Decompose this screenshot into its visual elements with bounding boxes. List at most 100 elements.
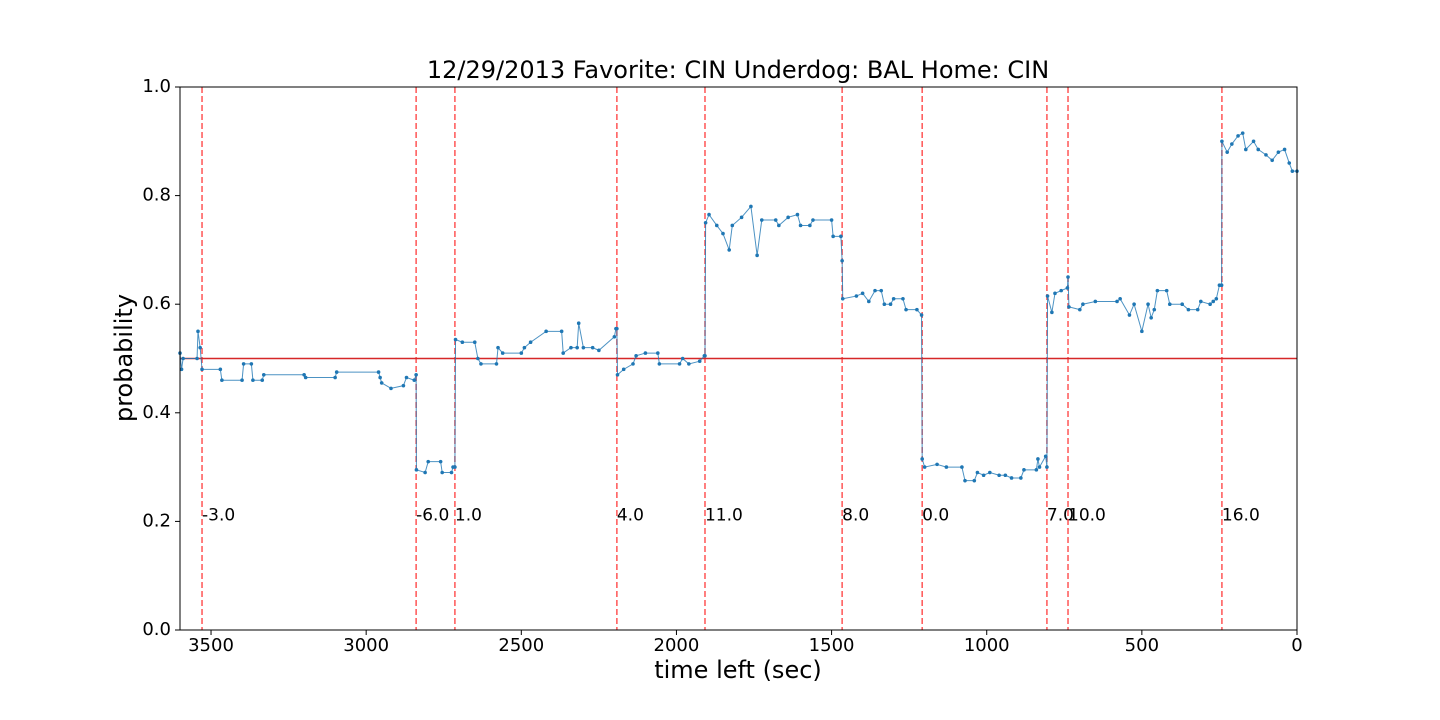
prob-point bbox=[200, 367, 204, 372]
x-tick-label: 2500 bbox=[498, 635, 544, 656]
prob-point bbox=[786, 215, 790, 220]
prob-point bbox=[378, 375, 382, 380]
prob-point bbox=[1003, 473, 1008, 478]
prob-point bbox=[1036, 457, 1040, 461]
prob-point bbox=[1186, 307, 1191, 312]
prob-point bbox=[680, 356, 685, 361]
prob-point bbox=[522, 345, 527, 350]
prob-point bbox=[972, 478, 977, 483]
prob-point bbox=[1276, 150, 1281, 154]
prob-line bbox=[179, 132, 1297, 482]
prob-point bbox=[643, 351, 648, 355]
prob-point bbox=[922, 465, 927, 469]
prob-point bbox=[1287, 161, 1292, 165]
prob-point bbox=[730, 223, 735, 228]
prob-point bbox=[1066, 275, 1070, 279]
prob-point bbox=[829, 218, 834, 222]
prob-point bbox=[1078, 307, 1082, 312]
prob-point bbox=[839, 234, 843, 239]
prob-point bbox=[677, 362, 682, 366]
y-tick-label: 0.4 bbox=[142, 402, 171, 423]
prob-point bbox=[240, 378, 244, 383]
prob-point bbox=[721, 231, 725, 236]
prob-point bbox=[1149, 315, 1153, 320]
prob-point bbox=[426, 459, 431, 464]
prob-point bbox=[220, 378, 224, 383]
prob-point bbox=[1059, 288, 1063, 293]
prob-point bbox=[703, 220, 708, 225]
y-tick-label: 0.6 bbox=[142, 293, 171, 314]
event-label: -6.0 bbox=[416, 505, 449, 525]
prob-point bbox=[453, 337, 458, 342]
prob-point bbox=[1282, 147, 1287, 152]
prob-point bbox=[919, 313, 924, 317]
event-label: 16.0 bbox=[1222, 505, 1260, 525]
prob-point bbox=[759, 218, 764, 222]
prob-point bbox=[581, 345, 586, 350]
prob-point bbox=[749, 204, 753, 209]
prob-point bbox=[888, 302, 893, 307]
event-label: -3.0 bbox=[202, 505, 235, 525]
prob-point bbox=[981, 473, 986, 478]
prob-point bbox=[773, 218, 778, 222]
prob-point bbox=[1244, 147, 1248, 152]
event-label: 10.0 bbox=[1068, 505, 1106, 525]
prob-point bbox=[840, 296, 845, 301]
prob-point bbox=[1240, 131, 1245, 135]
event-label: 8.0 bbox=[842, 505, 869, 525]
prob-point bbox=[1043, 454, 1048, 459]
prob-point bbox=[249, 362, 254, 366]
prob-point bbox=[615, 326, 619, 331]
prob-point bbox=[302, 372, 306, 377]
prob-point bbox=[882, 302, 887, 307]
prob-point bbox=[389, 386, 393, 391]
prob-point bbox=[196, 329, 200, 334]
prob-point bbox=[935, 462, 939, 467]
prob-point bbox=[1152, 307, 1157, 312]
prob-point bbox=[997, 473, 1001, 478]
prob-point bbox=[561, 351, 565, 355]
prob-point bbox=[727, 248, 731, 252]
prob-point bbox=[303, 375, 308, 380]
event-label: 0.0 bbox=[922, 505, 949, 525]
prob-point bbox=[218, 367, 223, 372]
prob-point bbox=[334, 370, 339, 374]
prob-point bbox=[1009, 476, 1014, 480]
prob-point bbox=[241, 362, 246, 366]
prob-point bbox=[500, 351, 505, 355]
event-label: 11.0 bbox=[705, 505, 743, 525]
prob-point bbox=[519, 351, 524, 355]
prob-point bbox=[873, 288, 877, 293]
x-tick-label: 500 bbox=[1125, 635, 1159, 656]
prob-point bbox=[1220, 139, 1224, 144]
prob-point bbox=[494, 362, 499, 366]
prob-point bbox=[181, 356, 185, 361]
y-axis-label: probability bbox=[110, 294, 138, 422]
prob-point bbox=[703, 353, 707, 358]
prob-point bbox=[251, 378, 255, 383]
chart-title: 12/29/2013 Favorite: CIN Underdog: BAL H… bbox=[427, 56, 1049, 84]
prob-point bbox=[590, 345, 595, 350]
prob-point bbox=[414, 372, 418, 377]
prob-point bbox=[915, 307, 919, 312]
prob-point bbox=[891, 296, 896, 301]
prob-point bbox=[854, 294, 859, 298]
prob-point bbox=[1214, 296, 1219, 301]
prob-point bbox=[615, 372, 620, 377]
prob-point bbox=[975, 470, 980, 475]
prob-point bbox=[808, 223, 812, 228]
x-tick-label: 2000 bbox=[654, 635, 700, 656]
prob-point bbox=[559, 329, 564, 334]
prob-point bbox=[376, 370, 381, 374]
prob-point bbox=[1067, 305, 1071, 309]
prob-point bbox=[1211, 299, 1216, 304]
event-label: 1.0 bbox=[455, 505, 482, 525]
prob-point bbox=[1180, 302, 1184, 307]
prob-point bbox=[687, 362, 691, 366]
prob-point bbox=[1034, 468, 1039, 472]
x-tick-label: 1500 bbox=[809, 635, 855, 656]
prob-point bbox=[496, 345, 500, 350]
prob-point bbox=[1230, 142, 1234, 146]
prob-point bbox=[449, 470, 454, 475]
